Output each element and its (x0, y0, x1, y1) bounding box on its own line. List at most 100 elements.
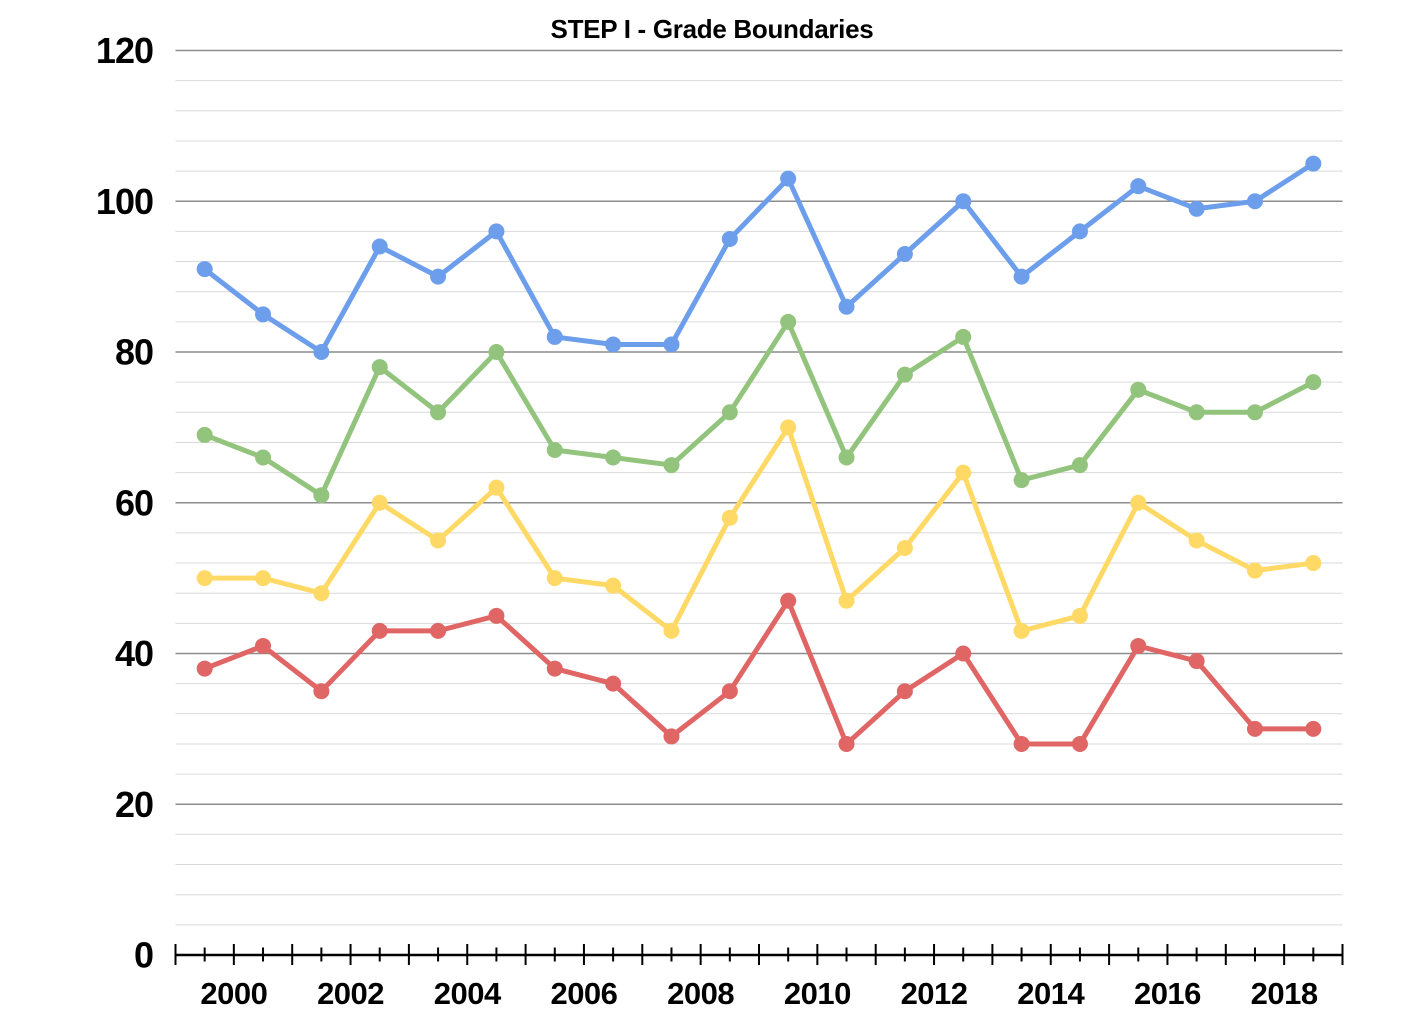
x-axis-label: 2018 (1251, 976, 1318, 1011)
series-yellow-point (196, 570, 213, 587)
series-blue-point (663, 336, 680, 353)
series-yellow-point (430, 532, 447, 549)
series-red-point (1246, 720, 1263, 737)
series-red-point (430, 622, 447, 639)
x-axis-label: 2016 (1134, 976, 1201, 1011)
series-red-point (1071, 735, 1088, 752)
x-axis-label: 2008 (667, 976, 734, 1011)
series-green-point (1188, 404, 1205, 421)
series-blue-point (1130, 178, 1147, 195)
series-red-point (721, 683, 738, 700)
series-red-point (371, 622, 388, 639)
series-yellow-point (371, 494, 388, 511)
series-green-point (663, 457, 680, 474)
series-blue-point (313, 344, 330, 360)
series-blue-point (1013, 268, 1030, 285)
series-red-line (202, 598, 1316, 747)
series-blue-point (896, 246, 913, 263)
series-red-point (1130, 637, 1147, 654)
series-green-point (1130, 381, 1147, 398)
series-green-point (196, 426, 213, 443)
x-axis-label: 2004 (434, 976, 502, 1011)
series-green-point (371, 359, 388, 376)
series-yellow-point (838, 592, 855, 609)
x-axis-label: 2000 (200, 976, 267, 1011)
series-blue-point (955, 193, 972, 210)
series-yellow-point (1130, 494, 1147, 511)
series-yellow-point (1188, 532, 1205, 549)
series-blue-point (1246, 193, 1263, 210)
series-blue-point (430, 268, 447, 285)
x-axis-label: 2010 (784, 976, 851, 1011)
series-yellow-point (255, 570, 272, 587)
series-red-point (663, 728, 680, 745)
series-blue-line (202, 161, 1316, 355)
series-yellow-point (546, 570, 563, 587)
series-blue-point (605, 336, 622, 353)
series-blue-point (371, 238, 388, 255)
series-red-point (780, 592, 797, 609)
series-green-point (838, 449, 855, 466)
series-blue-point (255, 306, 272, 323)
y-axis-label: 80 (115, 332, 153, 373)
x-axis-label: 2006 (550, 976, 617, 1011)
series-yellow-point (1013, 622, 1030, 639)
series-green-point (780, 313, 797, 330)
series-green-point (955, 328, 972, 345)
y-axis-label: 120 (96, 30, 153, 71)
series-green-point (1246, 404, 1263, 421)
series-red-point (255, 637, 272, 654)
series-red-point (955, 645, 972, 662)
series-blue-point (546, 328, 563, 345)
series-yellow-point (605, 577, 622, 594)
y-axis-label: 0 (134, 935, 153, 976)
series-green-point (488, 344, 505, 360)
series-yellow-point (1305, 555, 1322, 572)
series-red-point (1188, 653, 1205, 670)
series-red-point (838, 735, 855, 752)
series-blue-point (780, 170, 797, 187)
series-red-point (196, 660, 213, 677)
series-blue-point (1305, 155, 1322, 172)
series-yellow-point (663, 622, 680, 639)
series-green-point (721, 404, 738, 421)
series-green-point (1071, 457, 1088, 474)
series-red-point (896, 683, 913, 700)
series-yellow-point (955, 464, 972, 481)
series-yellow-point (1246, 562, 1263, 579)
series-red-point (546, 660, 563, 677)
y-axis-label: 40 (115, 633, 153, 674)
series-blue-point (1188, 200, 1205, 217)
series-green-point (1013, 472, 1030, 489)
series-green-point (255, 449, 272, 466)
series-blue-point (488, 223, 505, 240)
series-red-point (313, 683, 330, 700)
series-red-point (605, 675, 622, 692)
series-yellow-point (780, 419, 797, 436)
series-red-point (1305, 720, 1322, 737)
series-green-point (896, 366, 913, 383)
series-yellow-point (896, 539, 913, 556)
series-green-point (1305, 374, 1322, 391)
series-blue-point (838, 298, 855, 315)
series-green-point (430, 404, 447, 421)
x-axis-label: 2002 (317, 976, 384, 1011)
y-axis-label: 60 (115, 482, 153, 523)
series-green-point (605, 449, 622, 466)
series-yellow-line (202, 424, 1316, 634)
series-blue-point (196, 261, 213, 278)
series-yellow-point (313, 585, 330, 602)
x-axis-label: 2012 (901, 976, 968, 1011)
series-yellow-point (721, 509, 738, 526)
series-yellow-point (1071, 607, 1088, 624)
series-yellow-point (488, 479, 505, 496)
series-red-point (488, 607, 505, 624)
series-green-point (546, 441, 563, 458)
series-blue-point (1071, 223, 1088, 240)
series-green-point (313, 487, 330, 504)
series-blue-point (721, 230, 738, 247)
x-axis-label: 2014 (1017, 976, 1085, 1011)
series-green-line (202, 319, 1316, 498)
